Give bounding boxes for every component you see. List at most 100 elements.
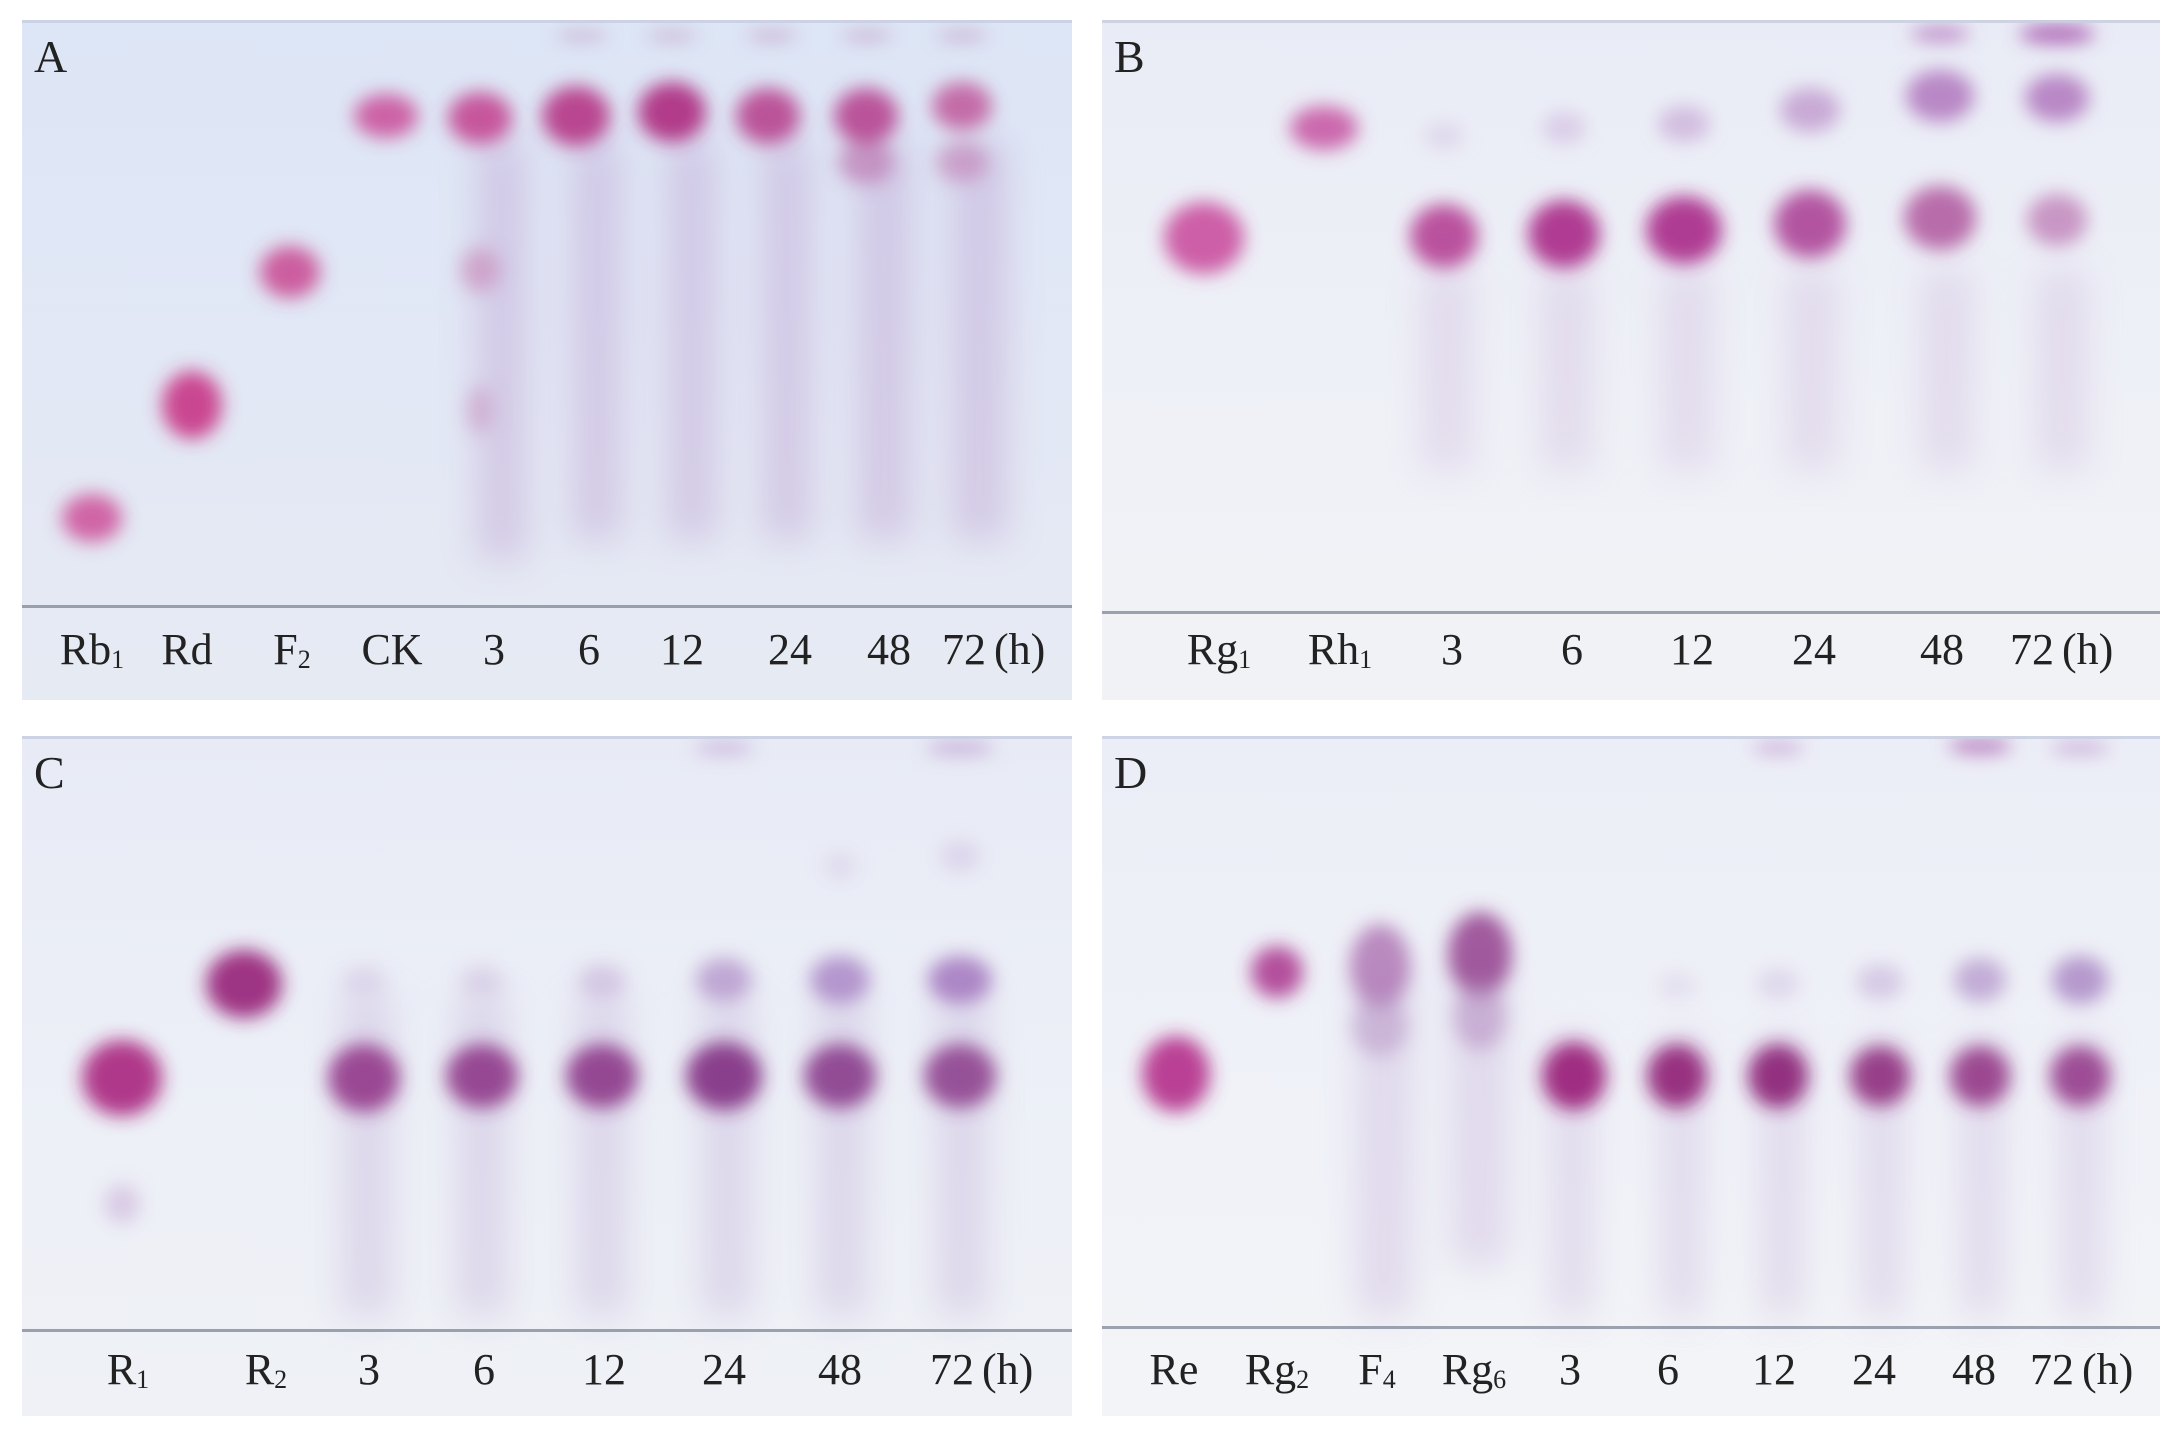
lane-label: 3 bbox=[483, 625, 505, 674]
lane-label: 12 bbox=[660, 625, 704, 674]
lane-label: 24 bbox=[768, 625, 812, 674]
spot bbox=[686, 1042, 762, 1110]
spot bbox=[354, 94, 418, 138]
spot bbox=[1904, 186, 1976, 250]
panel-label: C bbox=[34, 747, 65, 798]
spot bbox=[260, 246, 320, 298]
spot bbox=[460, 966, 504, 998]
tlc-panel-a: A Rb1 Rd F2 CK 3 6 12 24 48 72 (h) bbox=[22, 20, 1072, 700]
origin-line bbox=[1102, 1326, 2160, 1329]
spot bbox=[1657, 972, 1697, 1000]
spot bbox=[578, 964, 626, 1000]
spot bbox=[1850, 1046, 1910, 1106]
lane-label: 3 bbox=[1441, 625, 1463, 674]
lane-label: 12 bbox=[1752, 1345, 1796, 1394]
lane-label: Rh1 bbox=[1307, 625, 1373, 674]
lane-label: 3 bbox=[1559, 1345, 1581, 1394]
lane-label: 48 bbox=[1952, 1345, 1996, 1394]
lane-label: 12 bbox=[582, 1345, 626, 1394]
lane-label: 72 bbox=[942, 625, 986, 674]
spot bbox=[928, 956, 992, 1004]
spot bbox=[810, 956, 870, 1004]
spot bbox=[936, 142, 988, 182]
panel-label: D bbox=[1114, 747, 1148, 798]
spot bbox=[2025, 74, 2089, 122]
spot bbox=[2052, 956, 2108, 1004]
solvent-front-line bbox=[22, 20, 1072, 23]
lane-label: Rb1 bbox=[59, 625, 125, 674]
solvent-front-line bbox=[1102, 736, 2160, 739]
spot bbox=[1906, 70, 1974, 122]
spot bbox=[1350, 924, 1410, 1008]
spot bbox=[736, 88, 800, 144]
spot bbox=[2050, 1046, 2110, 1106]
lane-label: 72 bbox=[2010, 625, 2054, 674]
spot bbox=[1646, 196, 1722, 264]
spot bbox=[466, 386, 494, 434]
spot bbox=[924, 1044, 996, 1108]
lane-label: Rd bbox=[161, 625, 213, 674]
hours-unit-label: (h) bbox=[2062, 625, 2114, 674]
spot bbox=[2027, 194, 2087, 246]
spot bbox=[1756, 968, 1800, 1000]
spot bbox=[62, 494, 122, 542]
spot bbox=[1542, 112, 1586, 144]
lane-label: 24 bbox=[1852, 1345, 1896, 1394]
spot bbox=[932, 82, 992, 130]
panel-label: B bbox=[1114, 31, 1145, 82]
spot bbox=[1448, 912, 1512, 996]
spot bbox=[1454, 982, 1506, 1050]
lane-label: 72 bbox=[2030, 1345, 2074, 1394]
spot bbox=[1164, 202, 1244, 274]
spot bbox=[1950, 1046, 2010, 1106]
hours-unit-label: (h) bbox=[994, 625, 1046, 674]
lane-label: 48 bbox=[1920, 625, 1964, 674]
spot bbox=[1528, 200, 1600, 268]
lane-label: R1 bbox=[106, 1345, 150, 1394]
lane-label: R2 bbox=[244, 1345, 288, 1394]
spot bbox=[1780, 88, 1840, 132]
spot bbox=[1542, 1042, 1606, 1110]
spot bbox=[1290, 106, 1358, 150]
solvent-front-line bbox=[1102, 20, 2160, 23]
lane-label: Rg2 bbox=[1244, 1345, 1310, 1394]
spot bbox=[566, 1044, 638, 1108]
spot bbox=[1251, 946, 1303, 998]
solvent-front-line bbox=[22, 736, 1072, 739]
spot bbox=[1352, 996, 1408, 1056]
tlc-plate-d-spots bbox=[1142, 738, 2110, 1316]
tlc-plate-b-spots bbox=[1164, 24, 2095, 470]
tlc-plate-c-spots bbox=[82, 741, 996, 1316]
spot bbox=[104, 1184, 140, 1224]
spot bbox=[638, 82, 706, 142]
spot bbox=[834, 88, 898, 144]
lane-label: 6 bbox=[473, 1345, 495, 1394]
spot bbox=[1748, 1044, 1808, 1108]
lane-label: 48 bbox=[867, 625, 911, 674]
lane-label: 6 bbox=[1561, 625, 1583, 674]
lane-label: CK bbox=[361, 625, 423, 674]
spot bbox=[1658, 106, 1710, 142]
lane-label: 12 bbox=[1670, 625, 1714, 674]
tlc-panel-c: C R1 R2 3 6 12 24 48 72 (h) bbox=[22, 736, 1072, 1416]
lane-label: 24 bbox=[702, 1345, 746, 1394]
spot bbox=[206, 950, 282, 1018]
spot bbox=[696, 958, 752, 1002]
spot bbox=[1774, 190, 1846, 258]
tlc-panel-d: D Re Rg2 F4 Rg6 3 6 12 24 48 72 (h) bbox=[1102, 736, 2160, 1416]
panel-label: A bbox=[34, 31, 68, 82]
hours-unit-label: (h) bbox=[2082, 1345, 2134, 1394]
origin-line bbox=[22, 605, 1072, 608]
origin-line bbox=[1102, 611, 2160, 614]
lane-label: Rg6 bbox=[1441, 1345, 1507, 1394]
spot bbox=[1142, 1036, 1210, 1112]
origin-line bbox=[22, 1329, 1072, 1332]
spot bbox=[446, 1044, 518, 1108]
lane-label: 6 bbox=[578, 625, 600, 674]
lane-label: F2 bbox=[273, 625, 311, 674]
spot bbox=[328, 1044, 400, 1112]
lane-label: 24 bbox=[1792, 625, 1836, 674]
spot bbox=[82, 1040, 162, 1116]
spot bbox=[1647, 1044, 1707, 1108]
spot bbox=[804, 1044, 876, 1108]
